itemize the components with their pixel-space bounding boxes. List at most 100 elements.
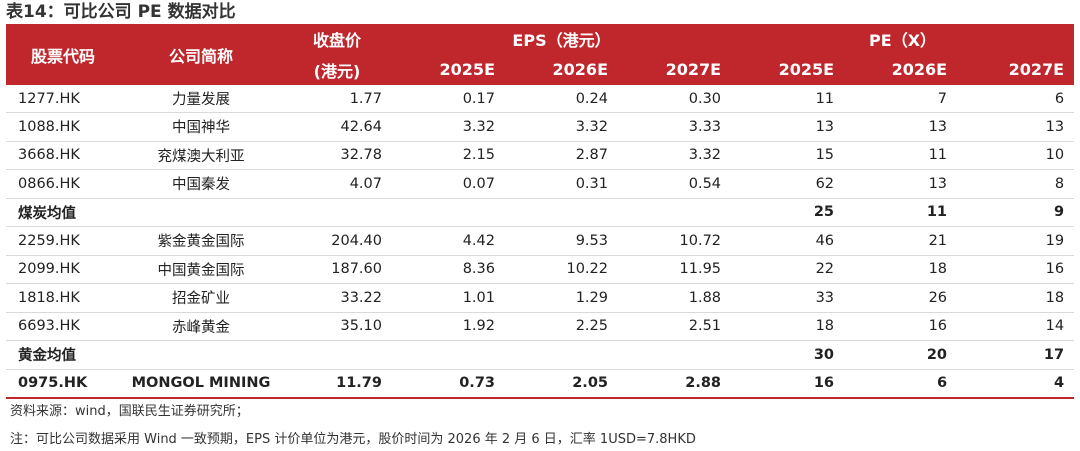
cell-name: 中国黄金国际	[120, 255, 282, 284]
cell-code: 3668.HK	[6, 141, 120, 170]
cell-eps-2025: 1.01	[392, 283, 505, 313]
table-row: 2259.HK 紫金黄金国际 204.40 4.42 9.53 10.72 46 21 19	[6, 226, 1075, 256]
footnote: 注：可比公司数据采用 Wind 一致预期，EPS 计价单位为港元，股价时间为 2…	[10, 432, 696, 447]
cell-close	[282, 340, 392, 370]
cell-pe-2026: 21	[844, 226, 958, 256]
cell-eps-2027	[618, 198, 732, 227]
cell-eps-2026: 0.24	[505, 85, 618, 113]
cell-pe-2025: 18	[731, 312, 845, 341]
cell-eps-2026: 1.29	[505, 283, 618, 313]
cell-pe-2027: 10	[957, 141, 1075, 170]
cell-code: 0866.HK	[6, 169, 120, 199]
pe-comparison-table: 股票代码 公司简称 收盘价 EPS（港元） PE（X） (港元) 2025E 2…	[6, 24, 1075, 399]
table-row: 1277.HK 力量发展 1.77 0.17 0.24 0.30 11 7 6	[6, 85, 1075, 113]
table-row: 6693.HK 赤峰黄金 35.10 1.92 2.25 2.51 18 16 14	[6, 312, 1075, 341]
cell-close: 4.07	[282, 169, 392, 199]
cell-pe-2026: 13	[844, 112, 958, 142]
highlight-row: 0975.HK MONGOL MINING 11.79 0.73 2.05 2.88 16 6…	[6, 369, 1075, 399]
header-close-bottom: (港元)	[313, 61, 361, 81]
cell-pe-2027: 17	[957, 340, 1075, 370]
header-eps-2026: 2026E	[552, 60, 608, 79]
cell-name: 力量发展	[120, 85, 282, 113]
table-row: 2099.HK 中国黄金国际 187.60 8.36 10.22 11.95 22 18 16	[6, 255, 1075, 284]
cell-name: MONGOL MINING	[120, 369, 282, 399]
header-pe-group: PE（X）	[869, 31, 937, 50]
cell-pe-2026: 11	[844, 141, 958, 170]
cell-eps-2025: 8.36	[392, 255, 505, 284]
header-pe-2026: 2026E	[891, 60, 948, 79]
cell-code: 0975.HK	[6, 369, 120, 399]
cell-code: 2259.HK	[6, 226, 120, 256]
cell-pe-2026: 11	[844, 198, 958, 227]
cell-pe-2025: 46	[731, 226, 845, 256]
cell-eps-2026: 2.25	[505, 312, 618, 341]
cell-close	[282, 198, 392, 227]
table-row: 0866.HK 中国秦发 4.07 0.07 0.31 0.54 62 13 8	[6, 169, 1075, 199]
table-header: 股票代码 公司简称 收盘价 EPS（港元） PE（X） (港元) 2025E 2…	[6, 24, 1075, 85]
header-close-top: 收盘价	[312, 31, 361, 50]
cell-name: 中国神华	[120, 112, 282, 142]
cell-name	[120, 198, 282, 227]
cell-eps-2025: 0.73	[392, 369, 505, 399]
cell-pe-2027: 4	[957, 369, 1075, 399]
table-row: 1818.HK 招金矿业 33.22 1.01 1.29 1.88 33 26 18	[6, 283, 1075, 313]
table-row: 1088.HK 中国神华 42.64 3.32 3.32 3.33 13 13 13	[6, 112, 1075, 142]
cell-close: 204.40	[282, 226, 392, 256]
cell-pe-2026: 16	[844, 312, 958, 341]
cell-code: 煤炭均值	[6, 198, 120, 227]
cell-pe-2027: 18	[957, 283, 1075, 313]
cell-name: 招金矿业	[120, 283, 282, 313]
cell-pe-2027: 6	[957, 85, 1075, 113]
cell-eps-2026: 9.53	[505, 226, 618, 256]
cell-eps-2026: 2.05	[505, 369, 618, 399]
table-title: 表14：可比公司 PE 数据对比	[6, 2, 236, 22]
table-body: 1277.HK 力量发展 1.77 0.17 0.24 0.30 11 7 6 1088.HK 中国…	[6, 85, 1075, 399]
cell-eps-2025: 3.32	[392, 112, 505, 142]
cell-eps-2026: 0.31	[505, 169, 618, 199]
cell-pe-2027: 14	[957, 312, 1075, 341]
cell-pe-2026: 26	[844, 283, 958, 313]
cell-eps-2027: 3.33	[618, 112, 732, 142]
table-row: 3668.HK 兖煤澳大利亚 32.78 2.15 2.87 3.32 15 11 10	[6, 141, 1075, 170]
cell-pe-2025: 15	[731, 141, 845, 170]
cell-eps-2027: 10.72	[618, 226, 732, 256]
cell-eps-2027: 1.88	[618, 283, 732, 313]
cell-pe-2027: 8	[957, 169, 1075, 199]
cell-close: 32.78	[282, 141, 392, 170]
cell-name: 兖煤澳大利亚	[120, 141, 282, 170]
cell-eps-2025	[392, 340, 505, 370]
cell-pe-2025: 33	[731, 283, 845, 313]
cell-eps-2025: 1.92	[392, 312, 505, 341]
cell-eps-2025	[392, 198, 505, 227]
average-row: 黄金均值 30 20 17	[6, 340, 1075, 370]
cell-code: 1277.HK	[6, 85, 120, 113]
cell-pe-2026: 6	[844, 369, 958, 399]
cell-pe-2027: 19	[957, 226, 1075, 256]
cell-eps-2026: 3.32	[505, 112, 618, 142]
cell-eps-2027: 11.95	[618, 255, 732, 284]
cell-eps-2026: 10.22	[505, 255, 618, 284]
cell-eps-2027: 0.54	[618, 169, 732, 199]
cell-eps-2025: 2.15	[392, 141, 505, 170]
cell-eps-2025: 0.17	[392, 85, 505, 113]
cell-code: 6693.HK	[6, 312, 120, 341]
cell-code: 黄金均值	[6, 340, 120, 370]
cell-eps-2027: 0.30	[618, 85, 732, 113]
cell-code: 1818.HK	[6, 283, 120, 313]
cell-eps-2026	[505, 198, 618, 227]
header-eps-2027: 2027E	[665, 60, 722, 79]
cell-pe-2026: 13	[844, 169, 958, 199]
header-code: 股票代码	[30, 46, 95, 66]
cell-pe-2025: 62	[731, 169, 845, 199]
cell-pe-2025: 22	[731, 255, 845, 284]
cell-pe-2026: 20	[844, 340, 958, 370]
cell-eps-2027: 2.51	[618, 312, 732, 341]
cell-eps-2025: 4.42	[392, 226, 505, 256]
cell-name: 赤峰黄金	[120, 312, 282, 341]
cell-pe-2027: 16	[957, 255, 1075, 284]
average-row: 煤炭均值 25 11 9	[6, 198, 1075, 227]
header-eps-2025: 2025E	[439, 60, 495, 79]
cell-pe-2027: 13	[957, 112, 1075, 142]
cell-pe-2026: 7	[844, 85, 958, 113]
header-eps-group: EPS（港元）	[512, 31, 611, 50]
